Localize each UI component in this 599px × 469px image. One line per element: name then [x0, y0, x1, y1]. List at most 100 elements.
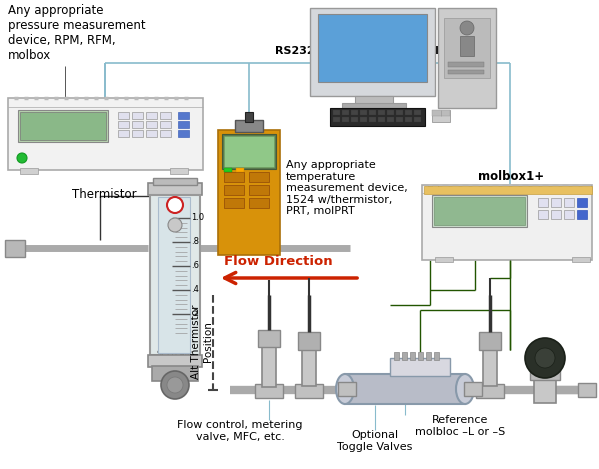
Text: .2: .2 — [191, 310, 199, 318]
Circle shape — [168, 218, 182, 232]
Text: 0.0001 F: 0.0001 F — [436, 207, 467, 213]
Bar — [178, 112, 189, 119]
Bar — [333, 117, 340, 122]
Text: RS232: RS232 — [435, 46, 475, 56]
Bar — [224, 198, 244, 208]
Bar — [577, 210, 587, 219]
Text: Any appropriate
temperature
measurement device,
1524 w/thermistor,
PRT, molPRT: Any appropriate temperature measurement … — [286, 160, 408, 216]
Bar — [369, 110, 376, 115]
Bar — [255, 384, 283, 398]
Bar — [394, 352, 399, 360]
Text: Fluke 1524: Fluke 1524 — [222, 166, 256, 171]
Bar — [538, 210, 548, 219]
Bar — [410, 352, 415, 360]
Circle shape — [460, 21, 474, 35]
Text: 00.000 kPa: 00.000 kPa — [436, 199, 475, 205]
Bar — [258, 330, 280, 347]
Bar — [158, 197, 190, 353]
Bar — [249, 198, 269, 208]
Bar — [342, 110, 349, 115]
Bar — [483, 348, 497, 386]
Bar — [434, 197, 525, 225]
Bar — [422, 185, 592, 260]
Bar — [572, 257, 590, 262]
Text: .4: .4 — [191, 286, 199, 295]
Bar — [360, 110, 367, 115]
Bar — [318, 14, 427, 82]
Bar — [224, 172, 244, 182]
Bar — [333, 110, 340, 115]
Bar — [424, 186, 592, 194]
Bar — [148, 355, 202, 367]
Bar — [405, 117, 412, 122]
Text: 1.0: 1.0 — [191, 213, 204, 222]
Bar — [355, 96, 393, 104]
Text: Dwyer: Dwyer — [161, 203, 179, 207]
Text: Alt Thermistor
Position: Alt Thermistor Position — [191, 305, 213, 379]
Bar — [578, 383, 596, 397]
Circle shape — [161, 371, 189, 399]
Bar — [479, 332, 501, 350]
Bar — [146, 121, 157, 128]
Bar — [342, 117, 349, 122]
Text: Any appropriate
pressure measurement
device, RPM, RFM,
molbox: Any appropriate pressure measurement dev… — [8, 4, 146, 62]
Bar — [132, 130, 143, 137]
Circle shape — [17, 153, 27, 163]
Circle shape — [525, 338, 565, 378]
Bar — [218, 130, 280, 255]
Bar — [20, 112, 106, 140]
Bar — [178, 130, 189, 137]
Bar — [18, 110, 108, 142]
Text: FLUKE: FLUKE — [50, 110, 71, 116]
Bar — [551, 210, 561, 219]
Bar — [224, 136, 274, 167]
Text: Thermistor: Thermistor — [72, 188, 137, 201]
Bar — [405, 110, 412, 115]
Bar — [414, 110, 421, 115]
Bar — [345, 374, 465, 404]
Bar — [5, 240, 25, 257]
Ellipse shape — [456, 374, 474, 404]
Bar — [387, 117, 394, 122]
Bar — [564, 198, 574, 207]
Text: 21.6°C: 21.6°C — [226, 138, 255, 147]
Bar — [118, 130, 129, 137]
Text: Fluke: Fluke — [427, 186, 446, 192]
Bar — [146, 130, 157, 137]
Bar — [342, 103, 406, 108]
Bar — [396, 117, 403, 122]
Text: .8: .8 — [191, 237, 199, 247]
Bar — [402, 352, 407, 360]
Bar — [438, 8, 496, 108]
Bar — [249, 185, 269, 195]
Bar — [8, 98, 203, 170]
Bar — [118, 112, 129, 119]
Bar — [434, 352, 439, 360]
Text: Reference
molbloc –L or –S: Reference molbloc –L or –S — [415, 415, 505, 437]
Bar — [160, 130, 171, 137]
Bar — [224, 185, 244, 195]
Bar — [235, 120, 263, 132]
Bar — [448, 70, 484, 74]
Bar — [432, 110, 450, 122]
Text: Flow control, metering
valve, MFC, etc.: Flow control, metering valve, MFC, etc. — [177, 420, 302, 442]
Bar — [538, 198, 548, 207]
Bar — [148, 183, 202, 195]
Bar — [448, 62, 484, 67]
Bar — [298, 332, 320, 350]
Bar — [224, 168, 232, 172]
Bar — [444, 18, 490, 78]
Circle shape — [167, 197, 183, 213]
Text: Flow Direction: Flow Direction — [224, 255, 332, 268]
Bar — [310, 8, 435, 96]
Bar — [160, 121, 171, 128]
Bar — [249, 172, 269, 182]
Bar — [530, 370, 560, 380]
Bar — [132, 112, 143, 119]
Bar — [262, 345, 276, 387]
Bar — [369, 117, 376, 122]
Circle shape — [535, 348, 555, 368]
Bar — [418, 352, 423, 360]
Bar — [236, 168, 244, 172]
Bar — [351, 110, 358, 115]
